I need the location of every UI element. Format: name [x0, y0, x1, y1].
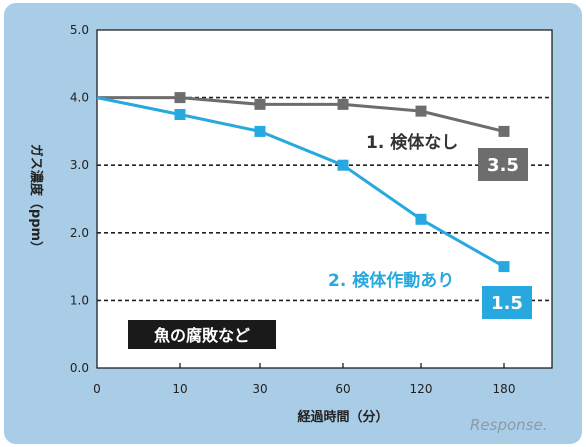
- x-tick-label: 120: [410, 382, 433, 396]
- series: [96, 92, 510, 273]
- series-line: [96, 96, 505, 268]
- data-point: [337, 98, 349, 110]
- annotation-box: 魚の腐敗など: [128, 320, 276, 349]
- data-point: [498, 261, 510, 273]
- gridlines: [97, 96, 552, 302]
- response-logo: Response.: [470, 416, 547, 434]
- end-value-box-2: 1.5: [482, 286, 532, 319]
- y-tick-labels: 0.0 1.0 2.0 3.0 4.0 5.0: [70, 23, 89, 375]
- end-value-1: 3.5: [487, 155, 519, 176]
- plot-area: [96, 29, 553, 369]
- y-tick-label: 2.0: [70, 226, 89, 240]
- series-label-2: 2. 検体作動あり: [328, 270, 454, 291]
- x-tick-label: 10: [172, 382, 187, 396]
- x-tick-label: 30: [252, 382, 267, 396]
- x-tick-label: 180: [493, 382, 516, 396]
- series-line: [97, 96, 505, 133]
- x-axis-title: 経過時間（分）: [297, 409, 388, 425]
- y-tick-label: 1.0: [70, 293, 89, 307]
- data-point: [174, 109, 186, 120]
- data-point: [498, 125, 510, 137]
- data-point: [254, 125, 266, 137]
- x-tick-label: 0: [93, 382, 101, 396]
- series-2: [96, 96, 510, 273]
- data-point: [254, 98, 266, 110]
- data-point: [415, 105, 427, 117]
- end-value-box-1: 3.5: [478, 148, 528, 181]
- watermark-text: Response.: [470, 416, 547, 434]
- data-point: [174, 92, 186, 104]
- y-tick-label: 5.0: [70, 23, 89, 37]
- series-1: [97, 92, 510, 137]
- x-tick-labels: 0 10 30 60 120 180: [93, 363, 515, 396]
- y-tick-label: 3.0: [70, 158, 89, 172]
- y-tick-label: 4.0: [70, 91, 89, 105]
- series-label-1: 1. 検体なし: [366, 132, 458, 153]
- end-value-2: 1.5: [491, 293, 523, 314]
- y-tick-label: 0.0: [70, 361, 89, 375]
- data-point: [337, 159, 349, 171]
- data-point: [415, 213, 427, 225]
- y-axis-title: ガス濃度（ppm）: [28, 144, 44, 254]
- annotation-text: 魚の腐敗など: [154, 326, 250, 345]
- x-tick-label: 60: [335, 382, 350, 396]
